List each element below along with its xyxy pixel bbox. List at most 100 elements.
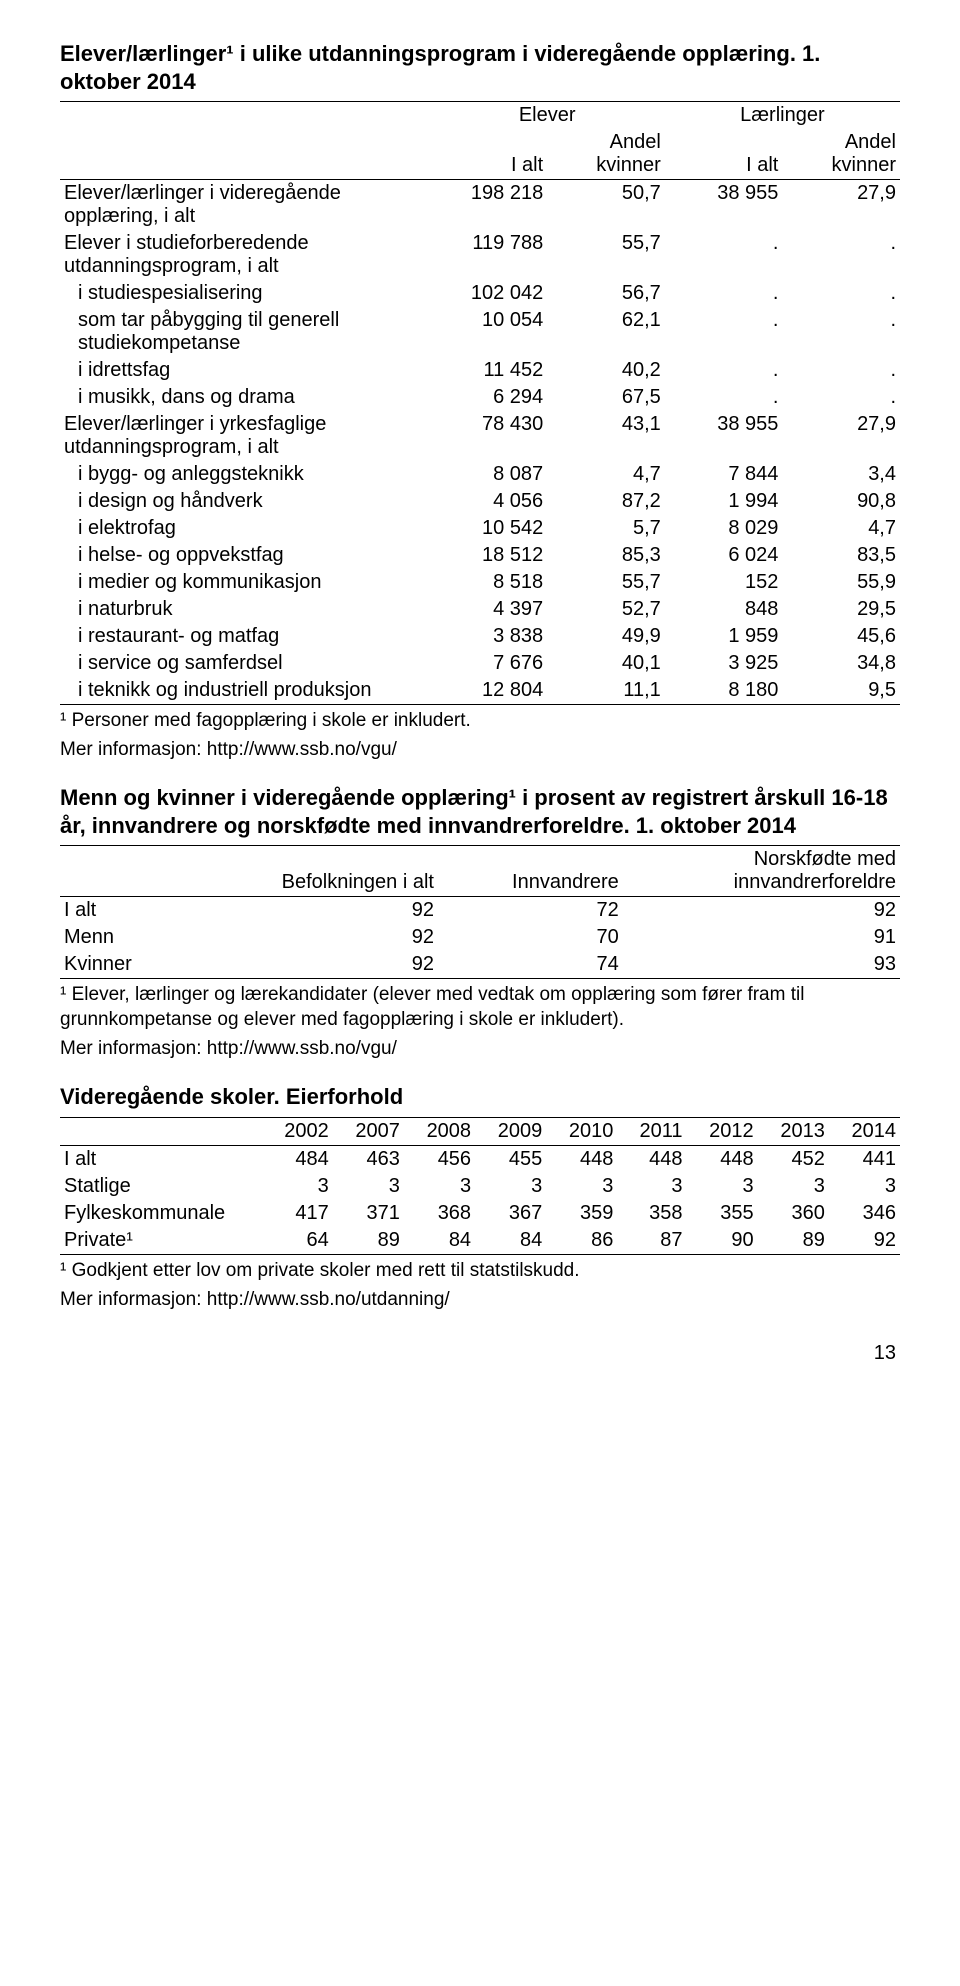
table-cell: 358	[617, 1200, 686, 1227]
table-col-header: 2010	[546, 1117, 617, 1145]
table-cell: 152	[665, 569, 783, 596]
table-cell: 6 024	[665, 542, 783, 569]
t1-head-c4: Andel kvinner	[782, 129, 900, 180]
table-cell: 92	[623, 897, 900, 925]
table-cell: 55,9	[782, 569, 900, 596]
table-cell: .	[665, 280, 783, 307]
table-row-label: Menn	[60, 924, 211, 951]
table-cell: 86	[546, 1227, 617, 1255]
table-cell: .	[782, 307, 900, 357]
table-row-label: i naturbruk	[60, 596, 430, 623]
table-cell: 198 218	[430, 180, 548, 231]
table-cell: 49,9	[547, 623, 665, 650]
table-cell: 4 397	[430, 596, 548, 623]
table-cell: 52,7	[547, 596, 665, 623]
table-cell: 55,7	[547, 230, 665, 280]
table3: 200220072008200920102011201220132014 I a…	[60, 1117, 900, 1255]
table-cell: 43,1	[547, 411, 665, 461]
table-col-header: 2008	[404, 1117, 475, 1145]
table-cell: 456	[404, 1145, 475, 1173]
table-cell: 102 042	[430, 280, 548, 307]
table-row-label: i idrettsfag	[60, 357, 430, 384]
table-row-label: i studiespesialisering	[60, 280, 430, 307]
table-cell: 84	[404, 1227, 475, 1255]
table-cell: 1 994	[665, 488, 783, 515]
table-row-label: Elever i studieforberedende utdanningspr…	[60, 230, 430, 280]
table-cell: 34,8	[782, 650, 900, 677]
table-cell: 87	[617, 1227, 686, 1255]
table-row-label: Kvinner	[60, 951, 211, 979]
table2: Befolkningen i alt Innvandrere Norskfødt…	[60, 845, 900, 979]
table-col-header: 2007	[333, 1117, 404, 1145]
table-row-label: i service og samferdsel	[60, 650, 430, 677]
table-cell: 64	[262, 1227, 333, 1255]
table-cell: 62,1	[547, 307, 665, 357]
table-row-label: i bygg- og anleggsteknikk	[60, 461, 430, 488]
table-cell: 417	[262, 1200, 333, 1227]
table-cell: 91	[623, 924, 900, 951]
table1: Elever Lærlinger I alt Andel kvinner I a…	[60, 101, 900, 705]
table-cell: 8 087	[430, 461, 548, 488]
t1-footnote1: ¹ Personer med fagopplæring i skole er i…	[60, 709, 900, 734]
table1-title: Elever/lærlinger¹ i ulike utdanningsprog…	[60, 40, 900, 95]
table-cell: 463	[333, 1145, 404, 1173]
table-cell: 359	[546, 1200, 617, 1227]
table-cell: 368	[404, 1200, 475, 1227]
t1-head-c2: Andel kvinner	[547, 129, 665, 180]
table-cell: .	[782, 280, 900, 307]
table-cell: 3	[829, 1173, 900, 1200]
table-cell: 119 788	[430, 230, 548, 280]
t2-head-c3: Norskfødte med innvandrerforeldre	[623, 846, 900, 897]
table-cell: 11 452	[430, 357, 548, 384]
table-cell: 89	[758, 1227, 829, 1255]
table-cell: 74	[438, 951, 623, 979]
table-cell: 5,7	[547, 515, 665, 542]
table-cell: .	[665, 307, 783, 357]
table-cell: 455	[475, 1145, 546, 1173]
table-cell: 11,1	[547, 677, 665, 705]
table-col-header: 2002	[262, 1117, 333, 1145]
table-cell: 18 512	[430, 542, 548, 569]
table3-title: Videregående skoler. Eierforhold	[60, 1083, 900, 1111]
table-cell: 3	[333, 1173, 404, 1200]
table-cell: 367	[475, 1200, 546, 1227]
table-cell: 4,7	[782, 515, 900, 542]
table-col-header: 2013	[758, 1117, 829, 1145]
table-cell: 441	[829, 1145, 900, 1173]
table-cell: 78 430	[430, 411, 548, 461]
table-cell: .	[782, 357, 900, 384]
table-cell: 448	[546, 1145, 617, 1173]
table-cell: 448	[617, 1145, 686, 1173]
table-row-label: i design og håndverk	[60, 488, 430, 515]
table-cell: 3	[546, 1173, 617, 1200]
table-cell: 40,2	[547, 357, 665, 384]
table-cell: 70	[438, 924, 623, 951]
table-cell: 92	[211, 924, 438, 951]
table-cell: 93	[623, 951, 900, 979]
table-cell: 3	[262, 1173, 333, 1200]
table-row-label: Statlige	[60, 1173, 262, 1200]
table-cell: 8 518	[430, 569, 548, 596]
table-cell: 92	[211, 897, 438, 925]
table-row-label: Private¹	[60, 1227, 262, 1255]
table-cell: 56,7	[547, 280, 665, 307]
table-cell: 38 955	[665, 180, 783, 231]
t2-footnote1: ¹ Elever, lærlinger og lærekandidater (e…	[60, 983, 900, 1032]
table-cell: 3	[687, 1173, 758, 1200]
table-cell: 6 294	[430, 384, 548, 411]
table-cell: 29,5	[782, 596, 900, 623]
table-row-label: Elever/lærlinger i videregående opplærin…	[60, 180, 430, 231]
t2-head-c2: Innvandrere	[438, 846, 623, 897]
table-cell: 83,5	[782, 542, 900, 569]
t1-head-group2: Lærlinger	[665, 102, 900, 130]
table-row-label: i helse- og oppvekstfag	[60, 542, 430, 569]
table-row-label: i medier og kommunikasjon	[60, 569, 430, 596]
table-cell: 27,9	[782, 411, 900, 461]
t2-footnote2: Mer informasjon: http://www.ssb.no/vgu/	[60, 1037, 900, 1062]
table-cell: 89	[333, 1227, 404, 1255]
table-cell: 3	[617, 1173, 686, 1200]
table-cell: 27,9	[782, 180, 900, 231]
table-cell: 92	[829, 1227, 900, 1255]
t1-head-c1: I alt	[430, 129, 548, 180]
table-cell: 12 804	[430, 677, 548, 705]
